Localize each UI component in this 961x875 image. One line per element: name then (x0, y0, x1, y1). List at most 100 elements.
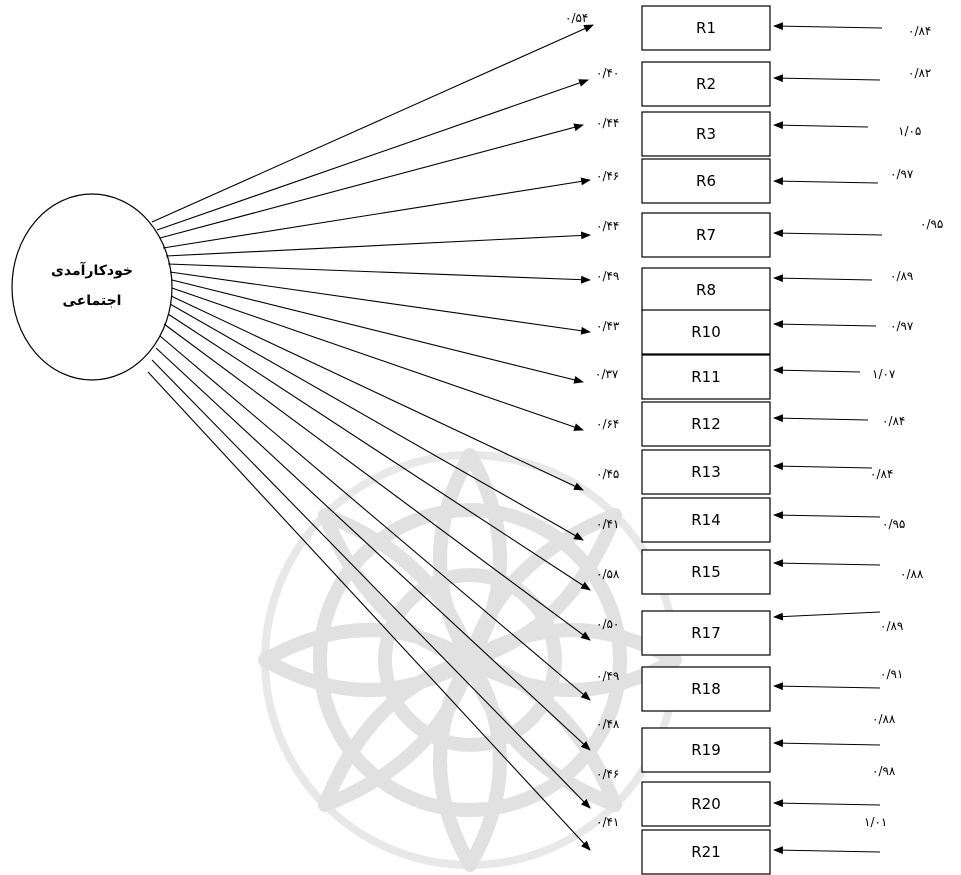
loading-value-r15: ۰/۵۸ (596, 567, 620, 581)
loading-arrow-r19 (155, 347, 591, 751)
loading-arrow-r20 (151, 359, 591, 809)
indicator-box-r20 (641, 781, 771, 827)
error-arrow-r2 (773, 74, 881, 83)
latent-label-line1: خودکارآمدی (51, 261, 133, 279)
error-value-r19: ۰/۸۸ (872, 712, 896, 726)
indicator-boxes: R1 R2 R3 R6 R7 R8 R10 R11 R12 R13 R14 R15 R17 R18 R19 R… (641, 5, 771, 875)
error-arrow-r21 (773, 846, 881, 855)
error-paths (773, 22, 883, 855)
error-arrow-r10 (773, 320, 877, 329)
loading-value-r2: ۰/۴۰ (596, 66, 619, 80)
indicator-label-r2: R2 (696, 75, 716, 93)
loading-value-r10: ۰/۴۳ (596, 319, 620, 333)
indicator-box-r11 (641, 354, 771, 400)
error-value-r12: ۰/۸۴ (882, 414, 905, 428)
error-value-r17: ۰/۸۹ (880, 619, 903, 633)
error-value-r1: ۰/۸۴ (908, 24, 931, 38)
loading-value-r17: ۰/۵۰ (596, 617, 619, 631)
loading-value-r12: ۰/۶۴ (596, 417, 619, 431)
error-value-r3: ۱/۰۵ (898, 124, 921, 138)
indicator-box-r8 (641, 267, 771, 313)
indicator-label-r10: R10 (691, 323, 721, 341)
error-arrow-r15 (773, 559, 881, 568)
indicator-box-r6 (641, 158, 771, 204)
indicator-label-r6: R6 (696, 172, 716, 190)
indicator-box-r1 (641, 5, 771, 51)
loading-arrow-r13 (170, 295, 584, 491)
error-arrow-r14 (773, 511, 881, 520)
indicator-box-r10 (641, 309, 771, 355)
loading-paths (147, 24, 594, 851)
indicator-label-r15: R15 (691, 563, 721, 581)
error-value-r7: ۰/۹۵ (920, 217, 943, 231)
indicator-label-r14: R14 (691, 511, 721, 529)
error-value-r15: ۰/۸۸ (900, 567, 924, 581)
error-value-r8: ۰/۸۹ (890, 269, 913, 283)
error-arrow-r20 (773, 799, 881, 808)
error-value-r21: ۱/۰۱ (864, 815, 887, 829)
latent-ellipse (11, 193, 173, 381)
error-value-r18: ۰/۹۱ (880, 667, 903, 681)
error-arrow-r12 (773, 414, 869, 423)
loading-labels: ۰/۵۴ ۰/۴۰ ۰/۴۴ ۰/۴۶ ۰/۴۴ ۰/۴۹ ۰/۴۳ ۰/۳۷ ۰/۶۴ ۰/۴۵… (565, 11, 620, 829)
latent-construct: خودکارآمدی اجتماعی (11, 193, 173, 381)
indicator-box-r12 (641, 401, 771, 447)
error-value-r14: ۰/۹۵ (882, 517, 905, 531)
indicator-box-r13 (641, 449, 771, 495)
error-value-r20: ۰/۹۸ (872, 764, 896, 778)
indicator-label-r7: R7 (696, 226, 716, 244)
loading-value-r14: ۰/۴۱ (596, 517, 619, 531)
loading-arrow-r1 (151, 24, 594, 223)
loading-arrow-r8 (167, 263, 591, 284)
loading-value-r11: ۰/۳۷ (595, 367, 619, 381)
error-arrow-r8 (773, 274, 873, 283)
error-arrow-r6 (773, 177, 879, 186)
indicator-box-r21 (641, 829, 771, 875)
error-arrow-r11 (773, 366, 861, 375)
error-arrow-r3 (773, 121, 869, 130)
loading-arrow-r21 (147, 371, 591, 851)
error-value-r13: ۰/۸۴ (870, 467, 893, 481)
error-value-r6: ۰/۹۷ (890, 167, 914, 181)
loading-arrow-r7 (165, 231, 591, 257)
indicator-box-r17 (641, 610, 771, 656)
error-value-r2: ۰/۸۲ (908, 66, 931, 80)
error-value-r10: ۰/۹۷ (890, 319, 914, 333)
error-arrow-r19 (773, 739, 881, 748)
loading-value-r1: ۰/۵۴ (565, 11, 588, 25)
error-labels: ۰/۸۴ ۰/۸۲ ۱/۰۵ ۰/۹۷ ۰/۹۵ ۰/۸۹ ۰/۹۷ ۱/۰۷ ۰/۸۴ ۰/۸۴… (864, 24, 943, 829)
loading-arrow-r12 (171, 287, 584, 431)
loading-arrow-r11 (171, 279, 584, 384)
indicator-label-r20: R20 (691, 795, 721, 813)
error-arrow-r17 (773, 611, 881, 621)
loading-arrow-r15 (167, 313, 591, 591)
loading-value-r7: ۰/۴۴ (596, 219, 619, 233)
indicator-label-r21: R21 (691, 843, 721, 861)
indicator-box-r3 (641, 111, 771, 157)
loading-arrow-r14 (169, 303, 584, 541)
loading-arrow-r6 (162, 177, 591, 249)
indicator-box-r2 (641, 61, 771, 107)
indicator-box-r15 (641, 549, 771, 595)
indicator-box-r19 (641, 727, 771, 773)
error-arrow-r1 (773, 22, 883, 31)
error-arrow-r13 (773, 462, 873, 471)
indicator-label-r3: R3 (696, 125, 716, 143)
error-arrow-r18 (773, 682, 881, 691)
loading-arrow-r3 (159, 123, 584, 239)
indicator-label-r11: R11 (691, 368, 721, 386)
loading-value-r6: ۰/۴۶ (596, 169, 619, 183)
indicator-label-r18: R18 (691, 680, 721, 698)
loading-value-r8: ۰/۴۹ (596, 269, 619, 283)
error-value-r11: ۱/۰۷ (872, 367, 896, 381)
indicator-box-r7 (641, 212, 771, 258)
loading-arrow-r10 (169, 271, 591, 335)
indicator-box-r14 (641, 497, 771, 543)
indicator-label-r12: R12 (691, 415, 721, 433)
indicator-label-r8: R8 (696, 281, 716, 299)
loading-value-r21: ۰/۴۱ (596, 815, 619, 829)
loading-value-r20: ۰/۴۶ (596, 767, 619, 781)
loading-arrow-r18 (159, 335, 591, 701)
